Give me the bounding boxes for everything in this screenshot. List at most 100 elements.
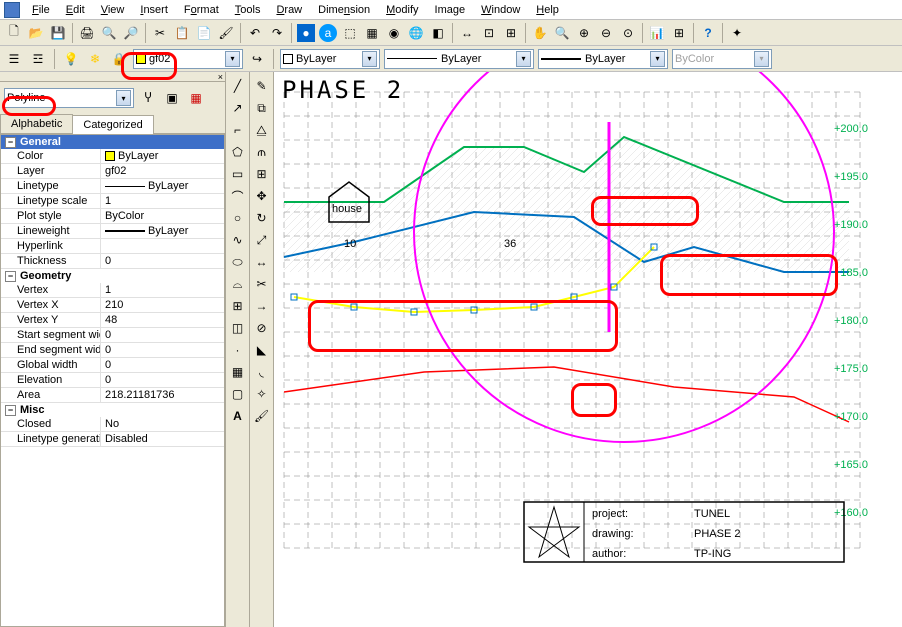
prop-val[interactable]: 0 <box>101 373 224 387</box>
prop-val[interactable]: 48 <box>101 313 224 327</box>
pline-icon[interactable]: ⌐ <box>228 120 248 140</box>
copy-icon[interactable]: 📋 <box>172 23 192 43</box>
tool-a-icon[interactable]: ● <box>296 23 316 43</box>
menu-draw[interactable]: Draw <box>268 2 310 18</box>
menu-image[interactable]: Image <box>427 2 474 18</box>
trim-icon[interactable]: ✂ <box>252 274 272 294</box>
linetype-combo[interactable]: ByLayer ▾ <box>384 49 534 69</box>
polygon-icon[interactable]: ⬠ <box>228 142 248 162</box>
xline-icon[interactable]: ↗ <box>228 98 248 118</box>
ellipse-arc-icon[interactable]: ⌓ <box>228 274 248 294</box>
chevron-down-icon[interactable]: ▾ <box>650 51 665 67</box>
rect-icon[interactable]: ▭ <box>228 164 248 184</box>
hatch-icon[interactable]: ▦ <box>228 362 248 382</box>
layer-manager-icon[interactable]: ☰ <box>4 49 24 69</box>
menu-tools[interactable]: Tools <box>227 2 269 18</box>
prop-val[interactable]: ByLayer <box>101 149 224 163</box>
spline-icon[interactable]: ∿ <box>228 230 248 250</box>
copy2-icon[interactable]: ⧉ <box>252 98 272 118</box>
point-icon[interactable]: · <box>228 340 248 360</box>
undo-icon[interactable]: ↶ <box>245 23 265 43</box>
arc-icon[interactable]: ⌒ <box>228 186 248 206</box>
explode-icon[interactable]: ✧ <box>252 384 272 404</box>
props-icon[interactable]: 📊 <box>647 23 667 43</box>
chamfer-icon[interactable]: ◣ <box>252 340 272 360</box>
menu-edit[interactable]: Edit <box>58 2 93 18</box>
offset-icon[interactable]: ⫙ <box>252 142 272 162</box>
chevron-down-icon[interactable]: ▾ <box>225 51 240 67</box>
section-misc[interactable]: −Misc <box>1 403 224 417</box>
prop-val[interactable]: 0 <box>101 358 224 372</box>
layer-states-icon[interactable]: ☲ <box>28 49 48 69</box>
tool-last-icon[interactable]: ✦ <box>727 23 747 43</box>
prop-val[interactable]: ByLayer <box>101 179 224 193</box>
prop-val[interactable]: gf02 <box>101 164 224 178</box>
prop-val[interactable]: ByLayer <box>101 224 224 238</box>
open-icon[interactable]: 📂 <box>26 23 46 43</box>
entity-type-combo[interactable]: Polyline ▾ <box>4 88 134 108</box>
menu-view[interactable]: View <box>93 2 133 18</box>
scale-icon[interactable]: ⤢ <box>252 230 272 250</box>
menu-modify[interactable]: Modify <box>378 2 426 18</box>
zoom-win-icon[interactable]: ⊕ <box>574 23 594 43</box>
ellipse-icon[interactable]: ⬭ <box>228 252 248 272</box>
help-icon[interactable]: ? <box>698 23 718 43</box>
layer-lock-icon[interactable]: 🔒 <box>109 49 129 69</box>
prop-val[interactable]: 1 <box>101 194 224 208</box>
zoom-prev-icon[interactable]: ⊖ <box>596 23 616 43</box>
tool-c-icon[interactable]: ⬚ <box>340 23 360 43</box>
dcenter-icon[interactable]: ⊞ <box>669 23 689 43</box>
extend-icon[interactable]: → <box>252 296 272 316</box>
drawing-canvas[interactable]: house1036+200.0+195.0+190.0+185.0+180.0+… <box>274 72 902 627</box>
make-current-icon[interactable]: ↪ <box>247 49 267 69</box>
menu-file[interactable]: FFileile <box>24 2 58 18</box>
move-icon[interactable]: ✥ <box>252 186 272 206</box>
circle-icon[interactable]: ○ <box>228 208 248 228</box>
prop-val[interactable]: 210 <box>101 298 224 312</box>
preview-icon[interactable]: 🔍 <box>99 23 119 43</box>
zoom-rt-icon[interactable]: 🔍 <box>552 23 572 43</box>
format-painter-icon[interactable]: 🖌 <box>216 23 236 43</box>
tab-alphabetic[interactable]: Alphabetic <box>0 114 73 133</box>
tool-i-icon[interactable]: ⊞ <box>501 23 521 43</box>
text-icon[interactable]: A <box>228 406 248 426</box>
prop-val[interactable]: 0 <box>101 254 224 268</box>
region-icon[interactable]: ▢ <box>228 384 248 404</box>
dist-icon[interactable]: ↔ <box>457 23 477 43</box>
tool-h-icon[interactable]: ⊡ <box>479 23 499 43</box>
prop-val[interactable]: ByColor <box>101 209 224 223</box>
fillet-icon[interactable]: ◟ <box>252 362 272 382</box>
insert-icon[interactable]: ⊞ <box>228 296 248 316</box>
block-icon[interactable]: ◫ <box>228 318 248 338</box>
layer-on-icon[interactable]: 💡 <box>61 49 81 69</box>
close-panel-icon[interactable]: × <box>218 72 223 81</box>
chevron-down-icon[interactable]: ▾ <box>516 51 531 67</box>
section-geometry[interactable]: −Geometry <box>1 269 224 283</box>
stretch-icon[interactable]: ↔ <box>252 252 272 272</box>
find-icon[interactable]: 🔎 <box>121 23 141 43</box>
chevron-down-icon[interactable]: ▾ <box>362 51 377 67</box>
prop-val[interactable] <box>101 239 224 253</box>
prop-val[interactable]: 0 <box>101 328 224 342</box>
break-icon[interactable]: ⊘ <box>252 318 272 338</box>
zoom-ext-icon[interactable]: ⊙ <box>618 23 638 43</box>
chevron-down-icon[interactable]: ▾ <box>116 90 131 106</box>
paint-icon[interactable]: 🖌 <box>252 406 272 426</box>
mirror-icon[interactable]: ⧋ <box>252 120 272 140</box>
save-icon[interactable]: 💾 <box>48 23 68 43</box>
color-combo[interactable]: ByLayer ▾ <box>280 49 380 69</box>
new-icon[interactable]: 🗋 <box>4 23 24 43</box>
chevron-down-icon[interactable]: ▾ <box>754 51 769 67</box>
menu-help[interactable]: Help <box>528 2 567 18</box>
lineweight-combo[interactable]: ByLayer ▾ <box>538 49 668 69</box>
tab-categorized[interactable]: Categorized <box>72 115 153 134</box>
plotstyle-combo[interactable]: ByColor ▾ <box>672 49 772 69</box>
tool-e-icon[interactable]: ◉ <box>384 23 404 43</box>
prop-val[interactable]: 218.21181736 <box>101 388 224 402</box>
prop-val[interactable]: Disabled <box>101 432 224 446</box>
rotate-icon[interactable]: ↻ <box>252 208 272 228</box>
paste-icon[interactable]: 📄 <box>194 23 214 43</box>
filter-icon[interactable]: Ⴤ <box>138 88 158 108</box>
cut-icon[interactable]: ✂ <box>150 23 170 43</box>
menu-insert[interactable]: Insert <box>132 2 176 18</box>
